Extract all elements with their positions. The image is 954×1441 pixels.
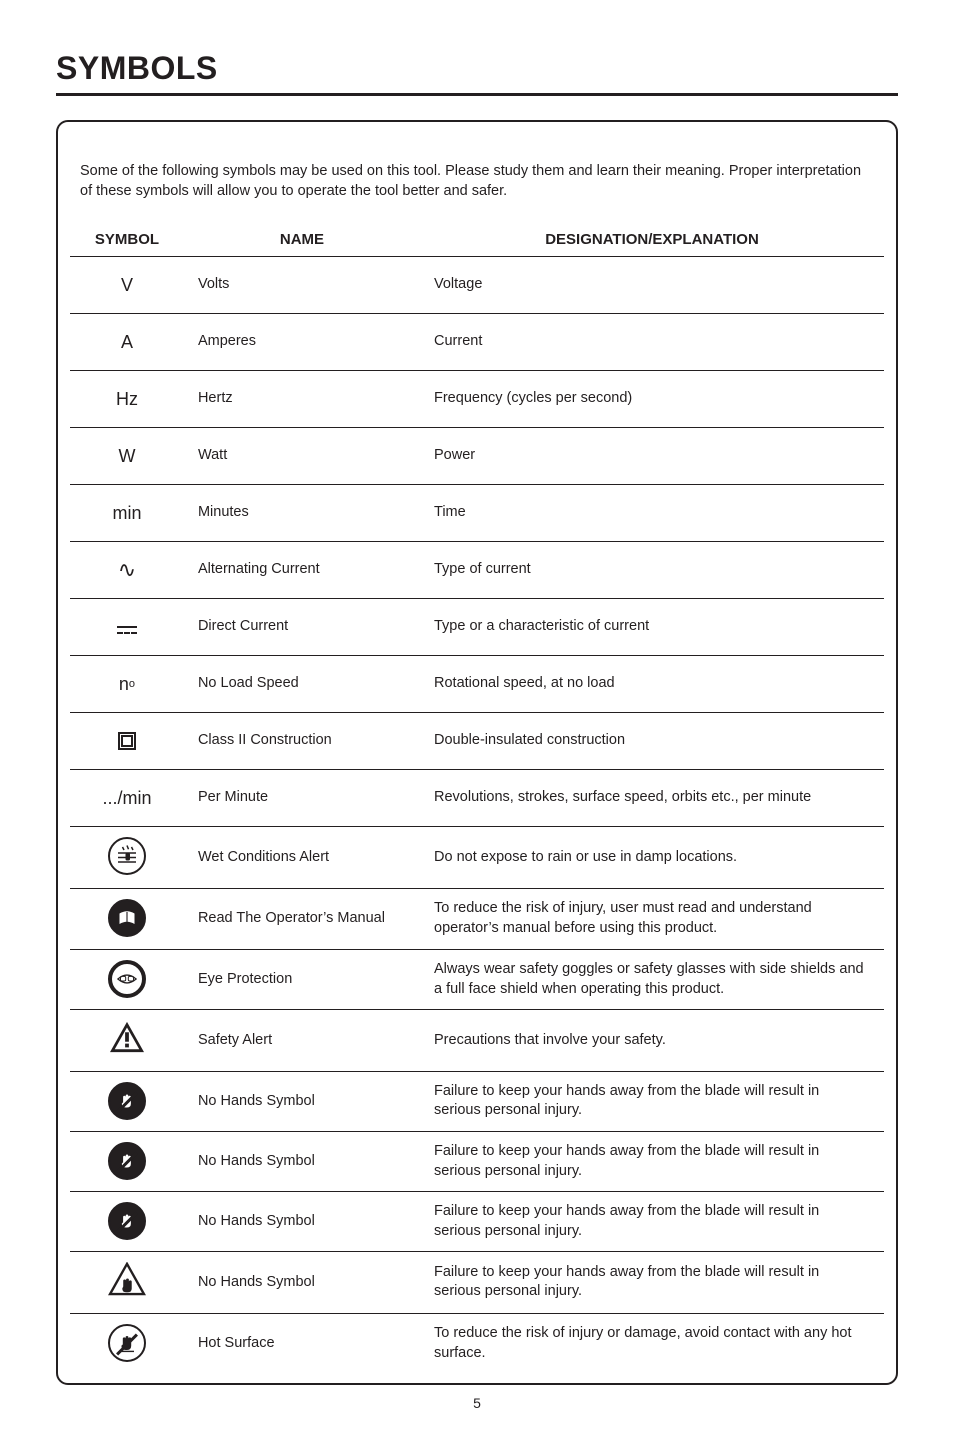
cell-symbol: Hz bbox=[70, 371, 184, 428]
cell-designation: Revolutions, strokes, surface speed, orb… bbox=[420, 770, 884, 827]
no-hands-1-icon bbox=[108, 1082, 146, 1120]
table-row: V Volts Voltage bbox=[70, 257, 884, 314]
cell-designation: To reduce the risk of injury or damage, … bbox=[420, 1313, 884, 1375]
cell-name: No Hands Symbol bbox=[184, 1252, 420, 1314]
eye-protection-icon bbox=[108, 960, 146, 998]
cell-designation: Frequency (cycles per second) bbox=[420, 371, 884, 428]
cell-symbol: no bbox=[70, 656, 184, 713]
table-row: Read The Operator’s Manual To reduce the… bbox=[70, 888, 884, 950]
cell-designation: Precautions that involve your safety. bbox=[420, 1010, 884, 1072]
cell-name: Alternating Current bbox=[184, 542, 420, 599]
cell-name: No Load Speed bbox=[184, 656, 420, 713]
cell-name: Read The Operator’s Manual bbox=[184, 888, 420, 950]
cell-name: Hot Surface bbox=[184, 1313, 420, 1375]
intro-text: Some of the following symbols may be use… bbox=[70, 153, 884, 213]
table-row: Direct Current Type or a characteristic … bbox=[70, 599, 884, 656]
cell-symbol: .../min bbox=[70, 770, 184, 827]
table-row: W Watt Power bbox=[70, 428, 884, 485]
cell-symbol bbox=[70, 1192, 184, 1252]
cell-name: Direct Current bbox=[184, 599, 420, 656]
cell-symbol: min bbox=[70, 485, 184, 542]
cell-name: Amperes bbox=[184, 314, 420, 371]
table-row: Eye Protection Always wear safety goggle… bbox=[70, 950, 884, 1010]
th-name: NAME bbox=[184, 227, 420, 257]
cell-designation: Power bbox=[420, 428, 884, 485]
th-designation: DESIGNATION/EXPLANATION bbox=[420, 227, 884, 257]
cell-designation: To reduce the risk of injury, user must … bbox=[420, 888, 884, 950]
cell-symbol bbox=[70, 1313, 184, 1375]
cell-name: No Hands Symbol bbox=[184, 1071, 420, 1131]
table-row: No Hands Symbol Failure to keep your han… bbox=[70, 1071, 884, 1131]
table-row: min Minutes Time bbox=[70, 485, 884, 542]
table-row: Wet Conditions Alert Do not expose to ra… bbox=[70, 827, 884, 889]
table-row: Hot Surface To reduce the risk of injury… bbox=[70, 1313, 884, 1375]
cell-designation: Always wear safety goggles or safety gla… bbox=[420, 950, 884, 1010]
cell-designation: Do not expose to rain or use in damp loc… bbox=[420, 827, 884, 889]
table-row: Class II Construction Double-insulated c… bbox=[70, 713, 884, 770]
cell-name: No Hands Symbol bbox=[184, 1131, 420, 1191]
cell-designation: Failure to keep your hands away from the… bbox=[420, 1192, 884, 1252]
cell-symbol: V bbox=[70, 257, 184, 314]
cell-symbol bbox=[70, 1071, 184, 1131]
table-row: Safety Alert Precautions that involve yo… bbox=[70, 1010, 884, 1072]
cell-symbol bbox=[70, 1010, 184, 1072]
cell-symbol bbox=[70, 713, 184, 770]
cell-symbol bbox=[70, 827, 184, 889]
table-row: No Hands Symbol Failure to keep your han… bbox=[70, 1192, 884, 1252]
cell-name: Class II Construction bbox=[184, 713, 420, 770]
safety-alert-icon bbox=[108, 1020, 146, 1054]
cell-name: Hertz bbox=[184, 371, 420, 428]
cell-symbol: W bbox=[70, 428, 184, 485]
hot-surface-icon bbox=[108, 1324, 146, 1362]
cell-symbol bbox=[70, 950, 184, 1010]
cell-designation: Failure to keep your hands away from the… bbox=[420, 1071, 884, 1131]
cell-name: No Hands Symbol bbox=[184, 1192, 420, 1252]
table-row: No Hands Symbol Failure to keep your han… bbox=[70, 1131, 884, 1191]
wet-alert-icon bbox=[108, 837, 146, 875]
page-number: 5 bbox=[56, 1395, 898, 1411]
no-hands-2-icon bbox=[108, 1142, 146, 1180]
cell-designation: Double-insulated construction bbox=[420, 713, 884, 770]
cell-symbol bbox=[70, 599, 184, 656]
table-row: .../min Per Minute Revolutions, strokes,… bbox=[70, 770, 884, 827]
read-manual-icon bbox=[108, 899, 146, 937]
cell-designation: Current bbox=[420, 314, 884, 371]
cell-name: Watt bbox=[184, 428, 420, 485]
symbols-table: SYMBOL NAME DESIGNATION/EXPLANATION V Vo… bbox=[70, 227, 884, 1375]
cell-symbol: ∿ bbox=[70, 542, 184, 599]
cell-name: Safety Alert bbox=[184, 1010, 420, 1072]
th-symbol: SYMBOL bbox=[70, 227, 184, 257]
cell-symbol bbox=[70, 1252, 184, 1314]
table-row: A Amperes Current bbox=[70, 314, 884, 371]
cell-symbol bbox=[70, 888, 184, 950]
cell-name: Volts bbox=[184, 257, 420, 314]
cell-name: Wet Conditions Alert bbox=[184, 827, 420, 889]
cell-designation: Failure to keep your hands away from the… bbox=[420, 1131, 884, 1191]
cell-name: Minutes bbox=[184, 485, 420, 542]
cell-symbol: A bbox=[70, 314, 184, 371]
table-row: Hz Hertz Frequency (cycles per second) bbox=[70, 371, 884, 428]
no-hands-triangle-icon bbox=[108, 1262, 146, 1296]
cell-designation: Type or a characteristic of current bbox=[420, 599, 884, 656]
page-title: SYMBOLS bbox=[56, 50, 898, 87]
table-row: no No Load Speed Rotational speed, at no… bbox=[70, 656, 884, 713]
cell-designation: Rotational speed, at no load bbox=[420, 656, 884, 713]
cell-name: Eye Protection bbox=[184, 950, 420, 1010]
cell-designation: Type of current bbox=[420, 542, 884, 599]
cell-designation: Failure to keep your hands away from the… bbox=[420, 1252, 884, 1314]
title-rule bbox=[56, 93, 898, 96]
cell-name: Per Minute bbox=[184, 770, 420, 827]
table-row: No Hands Symbol Failure to keep your han… bbox=[70, 1252, 884, 1314]
table-header-row: SYMBOL NAME DESIGNATION/EXPLANATION bbox=[70, 227, 884, 257]
table-row: ∿ Alternating Current Type of current bbox=[70, 542, 884, 599]
cell-designation: Voltage bbox=[420, 257, 884, 314]
cell-symbol bbox=[70, 1131, 184, 1191]
cell-designation: Time bbox=[420, 485, 884, 542]
symbols-box: Some of the following symbols may be use… bbox=[56, 120, 898, 1385]
